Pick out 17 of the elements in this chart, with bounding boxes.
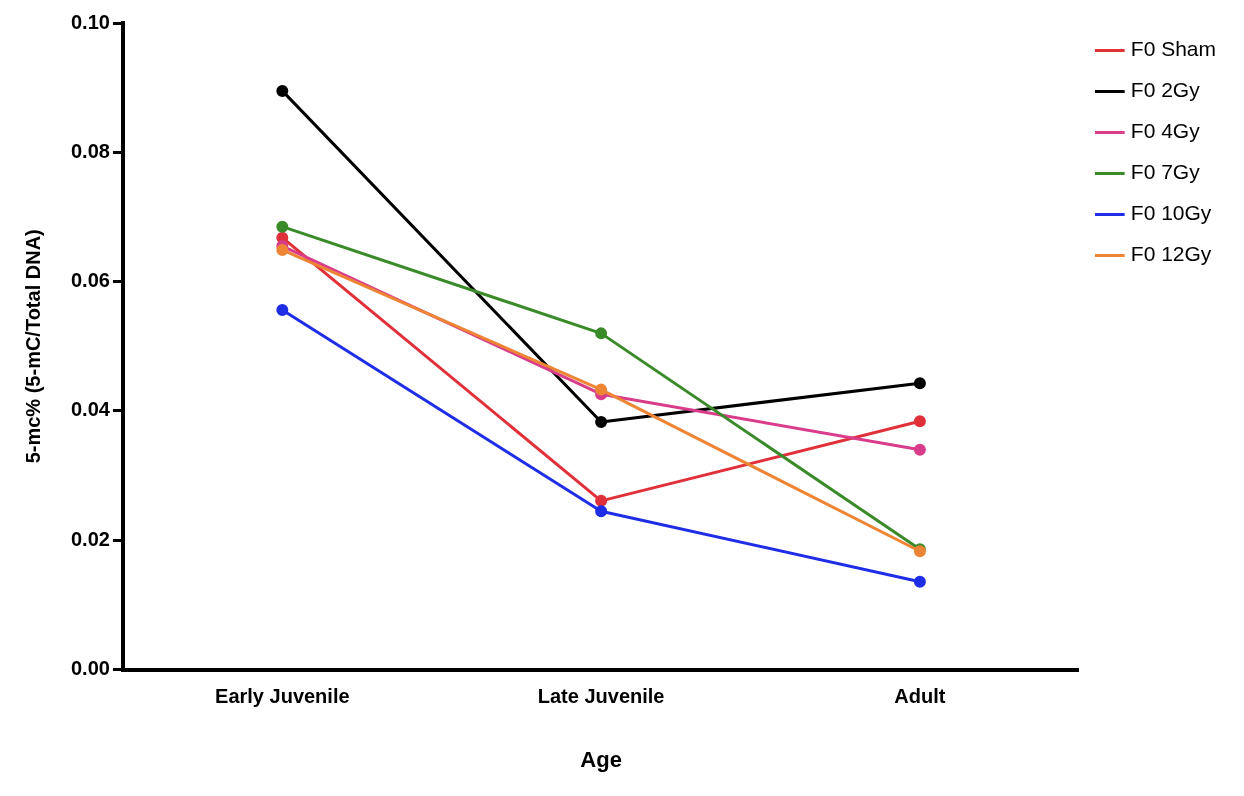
y-tick-label: 0.04 [70, 398, 111, 421]
legend-label: F0 4Gy [1130, 119, 1201, 143]
y-tick-label: 0.06 [70, 269, 110, 292]
legend-label: F0 12Gy [1130, 242, 1212, 266]
x-tick-label: Adult [894, 685, 946, 708]
y-tick-label: 0.02 [70, 527, 110, 550]
y-tick-label: 0.00 [70, 657, 110, 680]
y-axis-title: 5-mc% (5-mC/Total DNA) [21, 229, 44, 464]
x-tick-label: Early Juvenile [215, 685, 350, 708]
x-tick-label: Late Juvenile [537, 685, 665, 708]
legend-label: F0 10Gy [1130, 201, 1212, 225]
legend-label: F0 7Gy [1130, 160, 1201, 184]
y-tick-label: 0.10 [70, 10, 110, 33]
legend-label: F0 2Gy [1130, 78, 1201, 102]
x-axis-title: Age [580, 746, 622, 772]
y-tick-label: 0.08 [70, 139, 110, 162]
legend-label: F0 Sham [1130, 37, 1216, 61]
